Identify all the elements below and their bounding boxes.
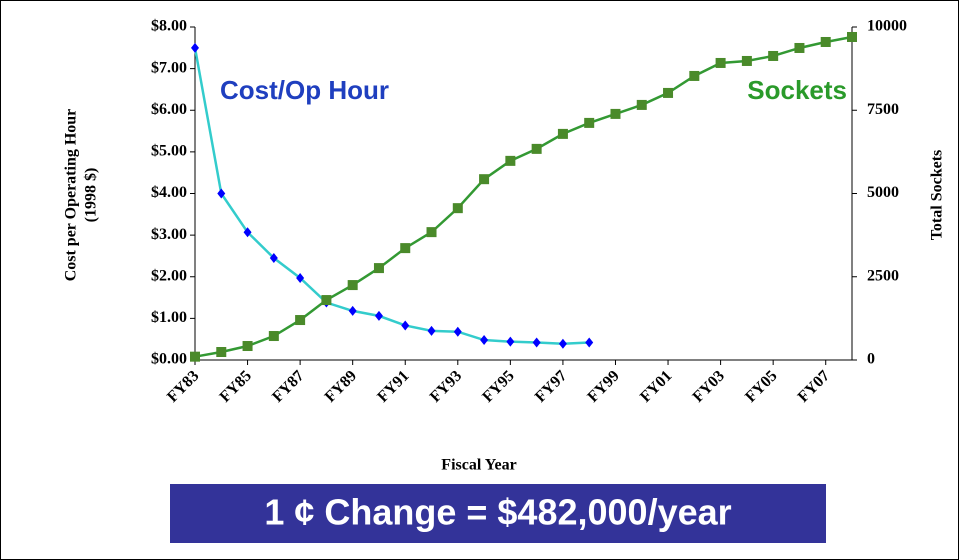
marker <box>296 272 305 283</box>
marker <box>557 128 568 139</box>
banner-text: 1 ¢ Change = $482,000/year <box>264 492 731 533</box>
marker <box>820 36 831 47</box>
marker <box>295 315 306 326</box>
marker <box>741 55 752 66</box>
marker <box>190 351 200 362</box>
marker <box>584 117 595 128</box>
marker <box>506 336 515 347</box>
marker <box>558 338 567 349</box>
y2-tick-label: 2500 <box>867 267 899 284</box>
marker <box>216 347 227 358</box>
marker <box>636 99 647 110</box>
marker <box>585 337 594 348</box>
annotation: Sockets <box>747 75 847 105</box>
marker <box>268 331 279 342</box>
y2-axis-title: Total Sockets <box>929 150 946 241</box>
y-tick-label: $3.00 <box>151 226 187 243</box>
y-tick-label: $2.00 <box>151 267 187 284</box>
marker <box>269 253 278 264</box>
marker <box>505 155 516 166</box>
y2-tick-label: 0 <box>867 351 875 368</box>
marker <box>715 57 726 68</box>
marker <box>768 50 779 61</box>
marker <box>452 203 463 214</box>
marker <box>401 320 410 331</box>
marker <box>453 326 462 337</box>
series-line <box>193 47 590 346</box>
marker <box>480 335 489 346</box>
y-tick-label: $4.00 <box>151 184 187 201</box>
marker <box>374 310 383 321</box>
marker <box>479 174 490 185</box>
y-tick-label: $0.00 <box>151 351 187 368</box>
y2-tick-label: 5000 <box>867 184 899 201</box>
marker <box>610 108 621 119</box>
marker <box>348 305 357 316</box>
marker <box>400 243 411 254</box>
marker <box>217 188 226 199</box>
marker <box>373 263 384 274</box>
annotation: Cost/Op Hour <box>220 75 389 105</box>
banner <box>170 484 826 543</box>
y-tick-label: $8.00 <box>151 18 187 35</box>
marker <box>663 87 674 98</box>
y-axis-title: Cost per Operating Hour <box>63 109 80 282</box>
x-axis-title: Fiscal Year <box>441 457 516 474</box>
marker <box>191 42 199 53</box>
y-tick-label: $7.00 <box>151 59 187 76</box>
marker <box>427 325 436 336</box>
marker <box>531 143 542 154</box>
marker <box>347 280 358 291</box>
marker <box>532 337 541 348</box>
marker <box>242 341 253 352</box>
marker <box>847 31 857 42</box>
marker <box>794 42 805 53</box>
y-tick-label: $1.00 <box>151 309 187 326</box>
y-axis-title: (1998 $) <box>83 168 100 223</box>
marker <box>321 295 332 306</box>
marker <box>426 227 437 238</box>
y-tick-label: $5.00 <box>151 143 187 160</box>
y-tick-label: $6.00 <box>151 101 187 118</box>
y2-tick-label: 10000 <box>867 18 907 35</box>
marker <box>689 70 700 81</box>
marker <box>243 227 252 238</box>
y2-tick-label: 7500 <box>867 101 899 118</box>
